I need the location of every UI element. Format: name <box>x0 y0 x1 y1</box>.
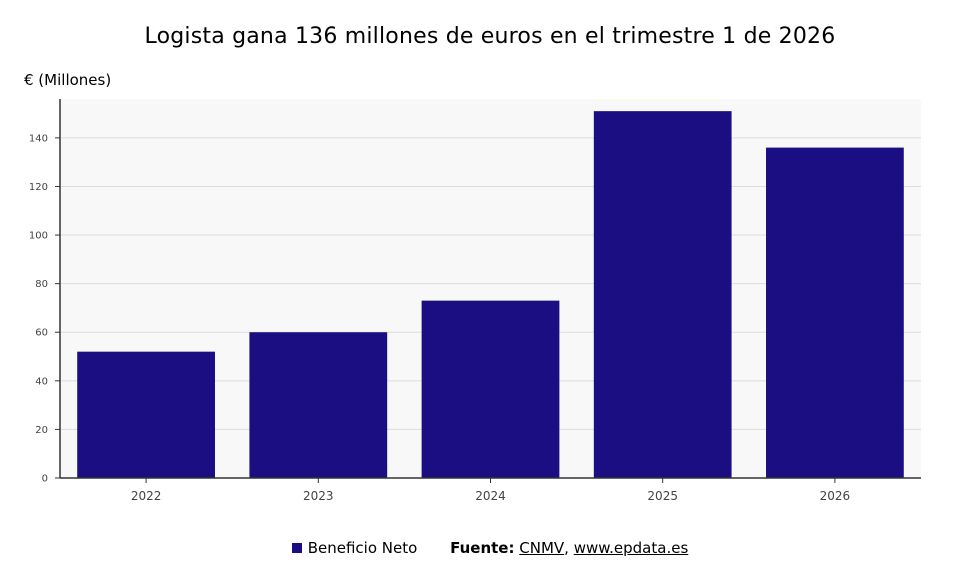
x-tick-label: 2025 <box>647 489 678 503</box>
source-credit: Fuente: CNMV, www.epdata.es <box>450 539 688 557</box>
bar-2025[interactable] <box>593 111 732 479</box>
y-tick-label: 0 <box>42 474 48 485</box>
legend-item-beneficio-neto[interactable]: Beneficio Neto <box>291 538 418 557</box>
legend-swatch <box>291 542 302 553</box>
x-tick-label: 2024 <box>475 489 506 503</box>
y-tick-label: 20 <box>35 425 48 436</box>
bar-2024[interactable] <box>421 300 560 478</box>
bars <box>77 111 904 479</box>
y-tick-label: 40 <box>35 376 48 387</box>
x-tick-label: 2026 <box>820 489 851 503</box>
y-tick-label: 80 <box>35 279 48 290</box>
x-tick-label: 2022 <box>131 489 162 503</box>
bar-2026[interactable] <box>766 147 904 479</box>
x-tick-label: 2023 <box>303 489 334 503</box>
source-separator: , <box>564 538 569 557</box>
x-axis-ticks: 2022 2023 2024 2025 2026 <box>131 478 850 503</box>
source-link-cnmv[interactable]: CNMV <box>519 538 565 557</box>
bar-2023[interactable] <box>249 332 388 478</box>
y-tick-label: 100 <box>29 231 48 242</box>
chart-title: Logista gana 136 millones de euros en el… <box>144 24 836 49</box>
y-tick-label: 120 <box>29 182 48 193</box>
y-tick-label: 140 <box>29 133 48 144</box>
chart-footer: Beneficio Neto Fuente: CNMV, www.epdata.… <box>0 538 980 557</box>
legend-label: Beneficio Neto <box>307 538 418 557</box>
bar-2022[interactable] <box>77 351 215 478</box>
source-label: Fuente: <box>450 538 515 557</box>
source-link-epdata[interactable]: www.epdata.es <box>573 538 689 557</box>
y-tick-label: 60 <box>35 328 48 339</box>
y-axis-ticks: 0 20 40 60 80 100 120 140 <box>29 133 60 485</box>
y-axis-unit-label: € (Millones) <box>24 71 112 89</box>
